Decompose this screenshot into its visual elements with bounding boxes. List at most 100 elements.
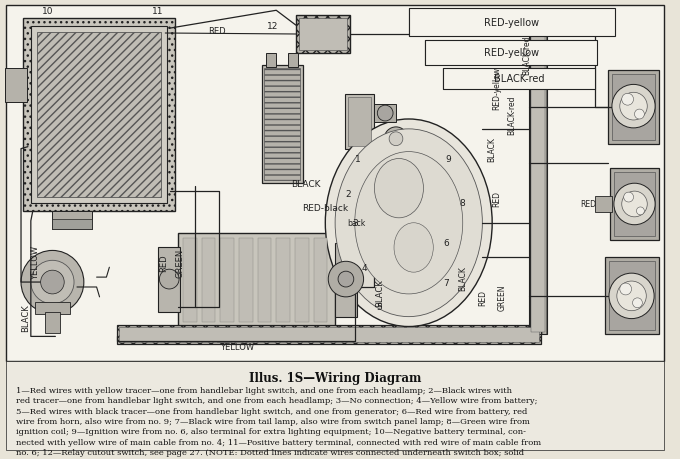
Text: RED-yellow: RED-yellow	[492, 67, 502, 110]
Circle shape	[338, 272, 354, 287]
Text: 8: 8	[460, 199, 466, 208]
Text: BLACK: BLACK	[488, 137, 496, 162]
Bar	[614, 173, 655, 236]
Bar	[258, 238, 271, 322]
Bar	[239, 238, 253, 322]
Text: RED: RED	[209, 27, 226, 35]
Text: Illus. 1S—Wiring Diagram: Illus. 1S—Wiring Diagram	[249, 371, 422, 384]
Bar	[532, 21, 545, 333]
Bar	[296, 16, 350, 54]
Text: BLACK: BLACK	[291, 179, 320, 188]
Text: 2: 2	[345, 189, 351, 198]
Bar	[265, 68, 300, 181]
Bar	[595, 196, 612, 213]
Bar	[288, 54, 298, 67]
Text: 7: 7	[443, 278, 449, 287]
Bar	[158, 248, 180, 312]
Bar	[183, 238, 197, 322]
Bar	[35, 302, 70, 314]
Text: 1: 1	[355, 155, 360, 164]
Text: 4: 4	[362, 263, 367, 272]
Bar	[52, 212, 92, 229]
Bar	[218, 327, 229, 342]
Text: YELLOW: YELLOW	[31, 246, 40, 280]
Ellipse shape	[394, 223, 433, 273]
Text: ignition coil; 9—Ignition wire from no. 6, also terminal for extra lighting equi: ignition coil; 9—Ignition wire from no. …	[16, 427, 526, 436]
Bar	[52, 219, 92, 229]
Text: GREEN: GREEN	[498, 284, 507, 310]
Text: no. 6; 12—Relay cutout switch, see page 27. (NOTE: Dotted lines indicate wires c: no. 6; 12—Relay cutout switch, see page …	[16, 448, 524, 456]
Bar	[313, 238, 327, 322]
Text: 6: 6	[443, 239, 449, 247]
Text: GREEN: GREEN	[175, 248, 184, 277]
Circle shape	[632, 298, 643, 308]
Bar	[530, 19, 547, 335]
Text: BLACK: BLACK	[22, 303, 31, 331]
Bar	[443, 68, 595, 90]
Bar	[267, 54, 276, 67]
Text: RED: RED	[478, 289, 487, 305]
Circle shape	[389, 133, 403, 146]
Text: 5: 5	[377, 302, 382, 312]
Bar	[6, 6, 664, 361]
Ellipse shape	[325, 120, 492, 327]
Text: RED-black: RED-black	[302, 204, 348, 213]
Bar	[345, 95, 375, 149]
Bar	[608, 70, 659, 145]
Bar	[178, 233, 335, 327]
Circle shape	[622, 192, 647, 218]
Text: back: back	[347, 219, 365, 228]
Ellipse shape	[375, 159, 424, 218]
Circle shape	[612, 85, 655, 129]
Text: 3: 3	[352, 219, 358, 228]
Text: 5—Red wires with black tracer—one from handlebar light switch, and one from gene: 5—Red wires with black tracer—one from h…	[16, 407, 528, 414]
Bar	[220, 238, 234, 322]
Bar	[299, 19, 347, 50]
Text: 1—Red wires with yellow tracer—one from handlebar light switch, and one from eac: 1—Red wires with yellow tracer—one from …	[16, 386, 512, 394]
Bar	[262, 66, 303, 184]
Text: wire from horn, also wire from no. 9; 7—Black wire from tail lamp, also wire fro: wire from horn, also wire from no. 9; 7—…	[16, 417, 530, 425]
Text: 11: 11	[152, 7, 163, 16]
Bar	[37, 33, 161, 198]
Text: BLACK-red: BLACK-red	[507, 95, 516, 134]
Circle shape	[328, 262, 364, 297]
Bar	[426, 41, 597, 66]
Text: RED: RED	[159, 254, 168, 272]
Bar	[348, 98, 371, 146]
Text: 10: 10	[41, 7, 53, 16]
Circle shape	[619, 93, 647, 121]
Bar	[609, 262, 655, 331]
Bar	[202, 238, 216, 322]
Circle shape	[609, 274, 654, 319]
Bar	[612, 74, 655, 140]
Text: YELLOW: YELLOW	[220, 342, 254, 351]
Ellipse shape	[355, 152, 462, 294]
Text: RED-yellow: RED-yellow	[484, 18, 539, 28]
Text: BLACK-red: BLACK-red	[494, 74, 545, 84]
Bar	[6, 361, 664, 450]
Ellipse shape	[335, 129, 482, 317]
Text: 12: 12	[267, 22, 278, 31]
Bar	[117, 325, 541, 345]
Circle shape	[21, 251, 84, 314]
Text: BLACK: BLACK	[375, 279, 384, 306]
Circle shape	[617, 281, 646, 311]
Bar	[45, 312, 61, 334]
Bar	[276, 238, 290, 322]
Text: RED: RED	[492, 190, 502, 207]
Text: BLACK: BLACK	[458, 265, 467, 290]
Text: nected with yellow wire of main cable from no. 4; 11—Positive battery terminal, : nected with yellow wire of main cable fr…	[16, 438, 541, 446]
Circle shape	[636, 207, 645, 215]
Text: red tracer—one from handlebar light switch, and one from each headlamp; 3—No con: red tracer—one from handlebar light swit…	[16, 396, 538, 404]
Bar	[5, 68, 27, 103]
Circle shape	[634, 110, 645, 120]
Bar	[605, 258, 659, 335]
Circle shape	[384, 128, 408, 151]
Bar	[610, 169, 659, 240]
Bar	[335, 243, 357, 317]
Bar	[295, 238, 309, 322]
Bar	[375, 105, 396, 123]
Bar	[119, 327, 539, 342]
Circle shape	[31, 261, 74, 304]
Circle shape	[619, 283, 632, 295]
